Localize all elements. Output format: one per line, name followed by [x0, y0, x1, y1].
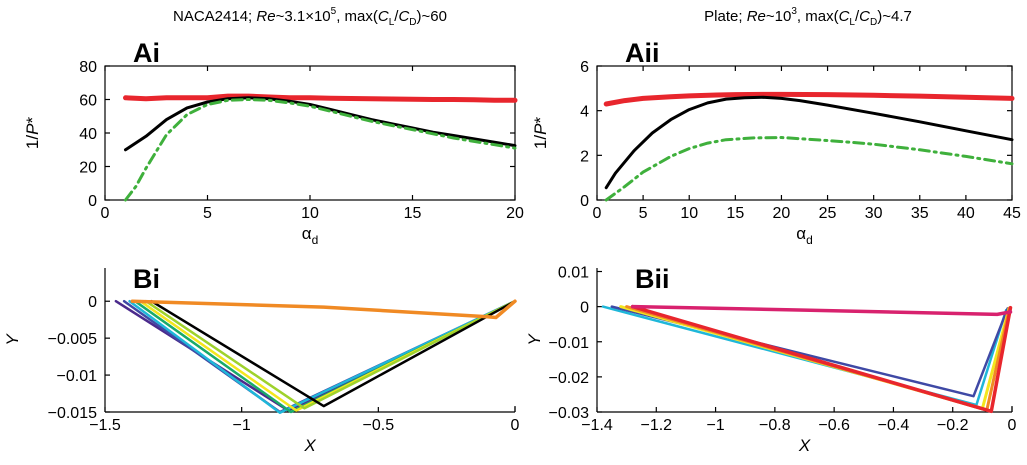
panel-label: Aii	[625, 38, 660, 68]
y-axis-label: 1/P*	[23, 117, 42, 150]
x-tick-label: −1.2	[640, 417, 672, 434]
x-tick-label: −0.5	[363, 417, 395, 434]
y-tick-label: −0.02	[549, 370, 590, 387]
y-tick-label: 6	[580, 59, 589, 76]
y-tick-label: −0.03	[549, 405, 590, 422]
title-left: NACA2414; Re~3.1×105, max(CL/CD)~60	[173, 6, 447, 28]
x-tick-label: 15	[404, 205, 422, 222]
series-line-6	[630, 304, 1013, 317]
y-axis-label: 1/P*	[531, 117, 550, 150]
y-tick-label: 4	[580, 104, 589, 121]
series-line-2	[604, 95, 1014, 190]
plot-frame	[596, 65, 1013, 201]
axes: 0 5 10 15 20 0 20 40 60 80	[79, 59, 524, 222]
x-tick-label: 20	[773, 205, 791, 222]
series-line-1	[123, 93, 518, 103]
x-tick-label: −1	[706, 417, 724, 434]
series-line-5	[139, 299, 517, 412]
y-tick-label: −0.01	[57, 368, 98, 385]
x-axis-label: αd	[796, 224, 813, 247]
y-tick-label: 60	[79, 93, 97, 110]
panel-bii: −1.4 −1.2 −1 −0.8 −0.6 −0.4 −0.2 0 0.01 0 −0.01 −0.…	[525, 264, 1017, 455]
x-tick-label: 40	[957, 205, 975, 222]
x-tick-label: −0.6	[818, 417, 850, 434]
y-axis-label: Y	[525, 333, 544, 346]
x-tick-label: −0.2	[937, 417, 969, 434]
x-axis-label: αd	[302, 224, 319, 247]
y-tick-label: 20	[79, 160, 97, 177]
y-tick-label: −0.01	[549, 335, 590, 352]
y-tick-label: 80	[79, 59, 97, 76]
series-line-1	[601, 305, 1008, 407]
x-tick-label: 20	[506, 205, 524, 222]
y-tick-label: −0.015	[48, 405, 97, 422]
y-tick-label: 0.01	[558, 265, 589, 282]
series-line-2	[124, 96, 517, 152]
y-axis-label: Y	[3, 333, 22, 346]
panel-label: Bii	[635, 264, 670, 294]
x-tick-label: 0	[593, 205, 602, 222]
series-line-3	[604, 136, 1014, 202]
panel-label: Ai	[133, 38, 160, 68]
x-tick-label: 15	[726, 205, 744, 222]
y-tick-label: 0	[580, 193, 589, 210]
x-tick-label: 5	[639, 205, 648, 222]
y-tick-label: −0.005	[48, 331, 97, 348]
x-tick-label: 25	[819, 205, 837, 222]
panel-ai: 0 5 10 15 20 0 20 40 60 80 αd 1/P* Ai	[23, 38, 524, 247]
y-tick-label: 0	[88, 294, 97, 311]
series-line-8	[130, 299, 517, 320]
y-tick-label: 40	[79, 126, 97, 143]
y-tick-label: 2	[580, 148, 589, 165]
axes: 0 5 10 15 20 25 30 35 40 45 0 2 4 6	[580, 59, 1021, 222]
panel-aii: 0 5 10 15 20 25 30 35 40 45 0 2 4 6 αd 1/P* Aii	[531, 38, 1021, 247]
x-tick-label: 10	[301, 205, 319, 222]
title-right: Plate; Re~103, max(CL/CD)~4.7	[704, 6, 912, 28]
series-line-3	[124, 98, 517, 202]
series-line-3	[128, 299, 517, 414]
panel-bi: −1.5 −1 −0.5 0 0 −0.005 −0.01 −0.015 X Y Bi	[3, 264, 520, 455]
x-tick-label: −0.8	[759, 417, 791, 434]
series-line-5	[630, 304, 1013, 414]
axes: −1.4 −1.2 −1 −0.8 −0.6 −0.4 −0.2 0 0.01 0 −0.01 −0.…	[549, 265, 1017, 434]
x-tick-label: 0	[101, 205, 110, 222]
x-tick-label: 0	[511, 417, 520, 434]
x-tick-label: 5	[203, 205, 212, 222]
x-tick-label: −0.4	[878, 417, 910, 434]
x-axis-label: X	[303, 436, 316, 455]
y-tick-label: 0	[580, 300, 589, 317]
x-tick-label: 45	[1003, 205, 1021, 222]
axes: −1.5 −1 −0.5 0 0 −0.005 −0.01 −0.015	[48, 268, 520, 434]
series-line-6	[144, 299, 517, 410]
x-tick-label: −1.5	[89, 417, 121, 434]
x-tick-label: 35	[911, 205, 929, 222]
x-axis-label: X	[798, 436, 811, 455]
series-line-7	[150, 299, 517, 408]
y-tick-label: 0	[88, 193, 97, 210]
series-line-1	[603, 91, 1015, 107]
x-tick-label: −1.4	[581, 417, 613, 434]
x-tick-label: 30	[865, 205, 883, 222]
plot-frame	[104, 65, 516, 201]
panel-label: Bi	[133, 264, 160, 294]
x-tick-label: −1	[233, 417, 251, 434]
x-tick-label: 0	[1008, 417, 1017, 434]
x-tick-label: 10	[680, 205, 698, 222]
